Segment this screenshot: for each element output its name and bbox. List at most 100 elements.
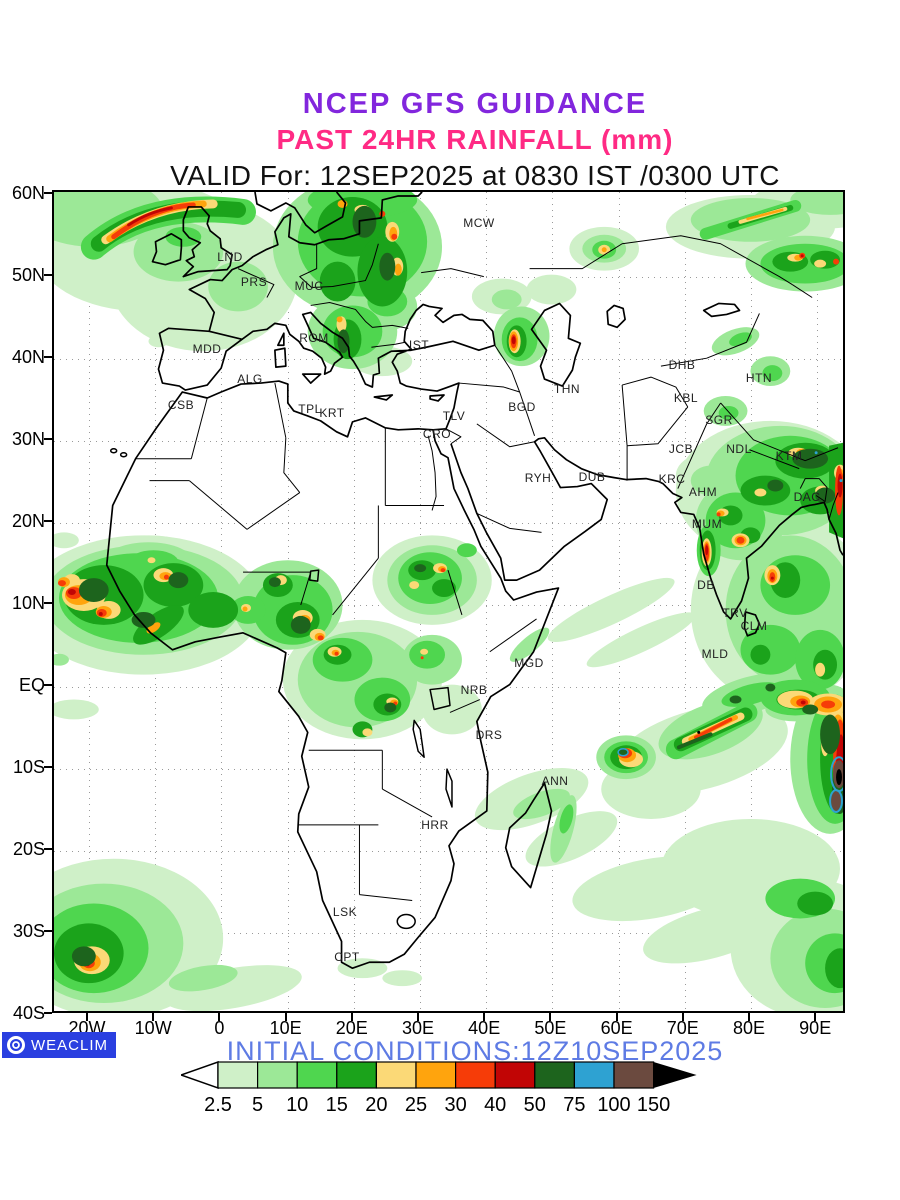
city-label-htn: HTN [745, 371, 773, 385]
grid-line-vertical [684, 192, 686, 1011]
map-graphics [54, 192, 843, 1011]
city-label-alg: ALG [237, 372, 263, 386]
grid-line-horizontal [54, 933, 843, 934]
lat-tick-mark [44, 766, 52, 768]
lat-tick-mark [44, 520, 52, 522]
legend-value: 15 [325, 1094, 348, 1116]
lon-tick-label: 10W [134, 1018, 172, 1038]
legend-value: 5 [252, 1094, 264, 1116]
city-label-dub: DUB [578, 470, 606, 484]
city-label-mcw: MCW [463, 216, 495, 230]
lat-tick-label: 10S [12, 757, 45, 777]
lon-tick-mark [218, 1013, 221, 1021]
lon-tick-label: 10E [269, 1018, 302, 1038]
lon-tick-label: 20E [335, 1018, 368, 1038]
lat-tick-label: 60N [11, 183, 45, 203]
lat-tick-mark [44, 848, 52, 850]
lat-tick-label: 30N [11, 429, 45, 449]
lat-tick-label: 50N [11, 265, 45, 285]
legend-colorbar [178, 1060, 697, 1090]
page-title: NCEP GFS GUIDANCE [302, 88, 648, 120]
legend-value: 2.5 [204, 1094, 232, 1116]
city-label-dac: DAC [793, 490, 821, 504]
lon-tick-label: 30E [401, 1018, 435, 1038]
city-label-clm: CLM [740, 619, 768, 633]
grid-line-vertical [486, 192, 488, 1011]
grid-line-horizontal [54, 277, 843, 278]
logo-text: WEACLIM [31, 1036, 109, 1054]
city-label-dhb: DHB [668, 358, 696, 372]
city-label-ann: ANN [541, 774, 569, 788]
city-label-prs: PRS [240, 275, 268, 289]
city-label-tlv: TLV [442, 409, 466, 423]
city-label-ktm: KTM [775, 449, 803, 463]
city-label-lnd: LND [217, 250, 243, 264]
lat-tick-mark [44, 684, 52, 686]
city-label-cpt: CPT [334, 950, 360, 964]
city-labels: MCW LND PRS MUC ROM IST MDD ALG CSB TPL KRT TLV CRO B… [54, 192, 843, 1011]
weaclim-logo: WEACLIM [2, 1032, 117, 1058]
city-label-muc: MUC [294, 279, 324, 293]
lon-tick-mark [549, 1013, 552, 1021]
map-plot: MCW LND PRS MUC ROM IST MDD ALG CSB TPL KRT TLV CRO B… [52, 190, 845, 1013]
grid-line-horizontal [54, 441, 843, 442]
city-label-bgd: BGD [508, 400, 536, 414]
lon-tick-mark [814, 1013, 817, 1021]
valid-time-line: VALID For: 12SEP2025 at 0830 IST /0300 U… [170, 160, 780, 191]
city-label-mgd: MGD [514, 656, 544, 670]
lat-tick-mark [44, 274, 52, 276]
lon-tick-label: 60E [600, 1018, 633, 1038]
lon-tick-mark [748, 1013, 750, 1021]
lat-tick-mark [44, 438, 52, 440]
lon-tick-mark [615, 1013, 618, 1021]
city-label-nrb: NRB [460, 683, 488, 697]
legend-value: 50 [523, 1094, 546, 1116]
city-label-tpl: TPL [298, 402, 322, 416]
lakes [109, 447, 453, 930]
city-label-cro: CRO [422, 427, 452, 441]
lat-tick-label: 30S [12, 921, 45, 941]
legend-value: 150 [636, 1094, 671, 1116]
lon-tick-label: 90E [799, 1018, 832, 1038]
city-label-ryh: RYH [524, 471, 552, 485]
city-label-db: DB [697, 578, 715, 592]
city-label-mum: MUM [691, 517, 723, 531]
legend-value: 75 [563, 1094, 586, 1116]
lat-tick-mark [44, 602, 52, 604]
coastlines [105, 192, 843, 970]
legend-value: 30 [444, 1094, 467, 1116]
lon-tick-mark [86, 1013, 88, 1021]
lat-tick-label: 40S [12, 1003, 45, 1023]
grid-line-horizontal [54, 769, 843, 770]
city-label-hrr: HRR [421, 818, 449, 832]
city-label-csb: CSB [167, 398, 195, 412]
city-label-rom: ROM [299, 331, 329, 345]
city-label-thn: THN [553, 382, 581, 396]
city-label-ahm: AHM [688, 485, 718, 499]
lat-tick-mark [44, 1012, 52, 1014]
grid-line-vertical [353, 192, 355, 1011]
ring-icon [7, 1036, 25, 1054]
lat-tick-label: 20S [12, 839, 45, 859]
city-label-ist: IST [408, 338, 430, 352]
lat-tick-label: 20N [11, 511, 45, 531]
city-label-kbl: KBL [673, 391, 699, 405]
rainfall-shading [54, 192, 843, 1011]
lon-tick-label: 40E [468, 1018, 501, 1038]
city-label-mld: MLD [701, 647, 729, 661]
grid-line-horizontal [54, 523, 843, 524]
country-borders [135, 235, 839, 902]
legend-value: 25 [404, 1094, 428, 1116]
lat-tick-label: EQ [18, 675, 45, 695]
legend-value: 20 [365, 1094, 388, 1116]
legend-value: 40 [484, 1094, 507, 1116]
lat-tick-mark [44, 930, 52, 932]
lon-tick-label: 80E [732, 1018, 766, 1038]
lon-tick-mark [284, 1013, 287, 1021]
grid-line-horizontal [54, 359, 843, 360]
lon-tick-mark [417, 1013, 419, 1021]
lat-tick-mark [44, 356, 52, 358]
lon-tick-mark [483, 1013, 486, 1021]
rainfall-legend: 2.5 5 10 15 20 25 30 40 50 75 100 150 [178, 1060, 701, 1123]
lat-tick-mark [44, 192, 52, 194]
